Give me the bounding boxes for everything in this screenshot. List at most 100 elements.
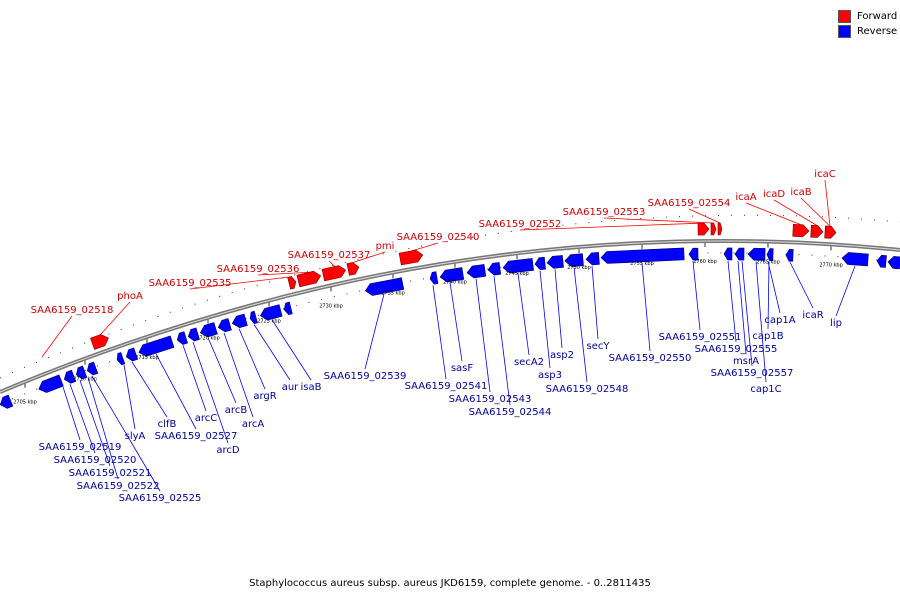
forward-leader-line (688, 208, 721, 224)
reverse-leader-line (573, 267, 588, 383)
forward-gene-arrow (90, 334, 109, 350)
forward-gene-label: SAA6159_02536 (217, 264, 300, 275)
reverse-gene-label: SAA6159_02525 (119, 493, 202, 504)
tick-label: 2710 kbp (73, 377, 97, 383)
reverse-gene-label: clfB (158, 419, 177, 430)
forward-gene-label: SAA6159_02518 (31, 305, 114, 316)
legend: Forward Reverse (838, 9, 897, 39)
reverse-leader-line (192, 341, 229, 444)
reverse-gene-arrow (688, 247, 699, 261)
forward-leader-line (99, 301, 131, 336)
forward-leader-line (800, 197, 831, 227)
reverse-gene-arrow (439, 267, 465, 283)
forward-leader-line (603, 217, 714, 224)
leader-lines (41, 179, 856, 492)
tick-label: 2715 kbp (135, 355, 159, 361)
tick-label: 2760 kbp (693, 259, 717, 265)
reverse-gene-arrow (217, 318, 232, 333)
reverse-gene-arrow (38, 374, 64, 393)
tick-label: 2730 kbp (319, 303, 343, 309)
reverse-gene-label: SAA6159_02548 (546, 384, 629, 395)
reverse-gene-arrow (502, 258, 534, 274)
reverse-leader-line (432, 285, 447, 380)
reverse-leader-line (155, 353, 197, 430)
reverse-gene-label: lip (830, 318, 842, 329)
reverse-leader-line (69, 384, 96, 454)
tick-label: 2755 kbp (630, 261, 654, 267)
forward-gene-arrow (321, 265, 347, 282)
reverse-gene-arrow (841, 252, 869, 267)
reverse-leader-line (591, 265, 599, 340)
reverse-gene-arrow (63, 369, 77, 384)
reverse-leader-line (835, 265, 856, 317)
reverse-leader-line (741, 261, 753, 367)
reverse-gene-label: SAA6159_02557 (711, 368, 794, 379)
reverse-gene-arrow (600, 247, 685, 264)
forward-leader-line (773, 199, 818, 226)
forward-gene-arrow (792, 224, 810, 238)
forward-gene-label: SAA6159_02537 (288, 250, 371, 261)
reverse-gene-arrow (138, 335, 175, 357)
reverse-leader-line (238, 328, 266, 390)
reverse-gene-arrow (766, 248, 774, 261)
reverse-gene-label: secA2 (514, 357, 544, 368)
forward-gene-label: icaD (763, 189, 785, 200)
reverse-gene-label: SAA6159_02520 (54, 455, 137, 466)
forward-gene-label: icaA (735, 192, 756, 203)
reverse-swatch (838, 25, 851, 38)
forward-gene-arrow (398, 249, 424, 266)
forward-gene-arrow (287, 276, 297, 290)
reverse-leader-line (554, 269, 563, 349)
legend-forward-label: Forward (857, 11, 898, 22)
legend-reverse: Reverse (838, 24, 897, 39)
reverse-gene-label: SAA6159_02527 (155, 431, 238, 442)
forward-gene-label: phoA (117, 291, 143, 302)
forward-leader-line (745, 202, 802, 226)
forward-leader-line (41, 315, 73, 358)
forward-gene-arrow (296, 270, 322, 288)
forward-swatch (838, 10, 851, 23)
reverse-gene-arrow (887, 256, 900, 270)
forward-leader-line (410, 242, 439, 252)
kbp-ticks: 2705 kbp 2710 kbp 2715 kbp 2720 kbp 2725 kbp… (13, 243, 843, 406)
reverse-gene-label: cap1B (752, 331, 783, 342)
reverse-gene-label: argR (253, 391, 276, 402)
forward-leader-line (257, 271, 311, 276)
tick-label: 2750 kbp (567, 265, 591, 271)
reverse-leader-line (539, 270, 551, 369)
reverse-leader-line (475, 278, 491, 393)
reverse-gene-arrow (364, 277, 405, 296)
reverse-gene-label: SAA6159_02519 (39, 442, 122, 453)
forward-gene-label: pmi (376, 241, 395, 252)
reverse-gene-label: sasF (451, 363, 474, 374)
reverse-leader-line (87, 377, 119, 480)
reverse-leader-line (449, 282, 463, 362)
tick-label: 2720 kbp (196, 336, 220, 342)
tick-label: 2705 kbp (13, 400, 37, 406)
reverse-gene-label: secY (587, 341, 611, 352)
forward-gene-arrow (346, 262, 360, 276)
reverse-gene-arrow (747, 247, 766, 261)
reverse-gene-arrow (723, 247, 733, 261)
reverse-leader-line (692, 261, 701, 331)
reverse-gene-label: arcC (195, 413, 218, 424)
tick-label: 2735 kbp (381, 290, 405, 296)
forward-gene-arrow (824, 225, 837, 239)
forward-gene-label: icaC (814, 169, 835, 180)
reverse-gene-arrow (585, 252, 600, 266)
reverse-leader-line (62, 386, 81, 441)
gene-arrows (0, 222, 900, 409)
reverse-gene-label: asp3 (538, 370, 562, 381)
reverse-leader-line (207, 337, 237, 404)
reverse-leader-line (364, 294, 385, 370)
tick-label: 2745 kbp (505, 271, 529, 277)
reverse-leader-line (755, 261, 767, 383)
reverse-gene-label: arcD (216, 445, 240, 456)
forward-leader-line (328, 260, 336, 267)
reverse-leader-line (223, 332, 254, 418)
reverse-gene-arrow (259, 304, 283, 321)
reverse-leader-line (727, 260, 737, 343)
reverse-gene-arrow (283, 301, 293, 316)
